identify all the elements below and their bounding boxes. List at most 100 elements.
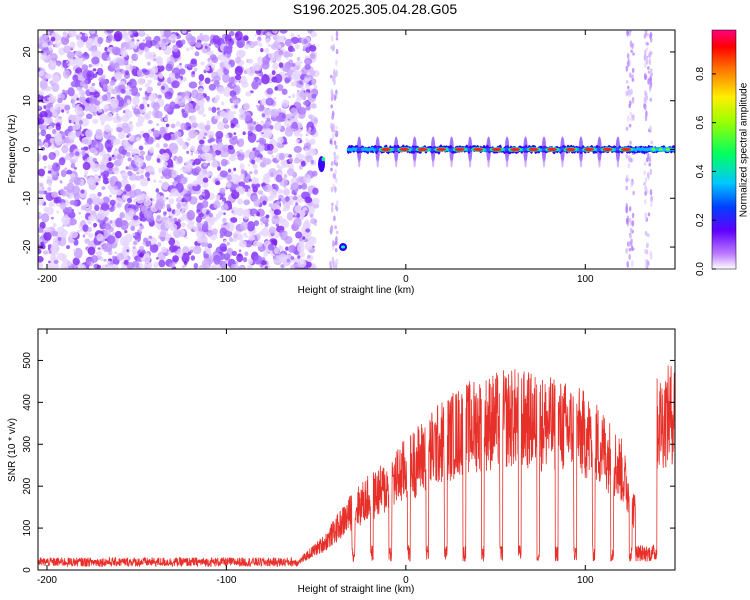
noise-blob (290, 42, 294, 46)
noise-streak (647, 66, 650, 70)
noise-blob (283, 37, 287, 41)
noise-blob (254, 149, 261, 158)
noise-blob (253, 41, 259, 46)
noise-blob (256, 73, 261, 77)
noise-streak (333, 262, 336, 268)
noise-blob (247, 264, 253, 269)
noise-blob (271, 154, 274, 159)
noise-blob (204, 77, 211, 84)
noise-blob (275, 200, 281, 206)
noise-streak (329, 265, 333, 269)
noise-blob (290, 256, 295, 260)
noise-blob (112, 58, 117, 64)
noise-blob (66, 60, 69, 64)
noise-blob (301, 154, 305, 159)
noise-blob (217, 86, 225, 95)
noise-streak (644, 114, 648, 122)
spectrogram-xtick-label: 0 (403, 274, 409, 285)
noise-blob (290, 33, 295, 38)
noise-blob (223, 239, 227, 243)
noise-blob (267, 243, 274, 251)
noise-blob (72, 74, 79, 82)
noise-blob (101, 186, 106, 191)
noise-streak (647, 70, 651, 74)
noise-blob (48, 260, 51, 264)
noise-blob (90, 255, 99, 263)
noise-blob (135, 194, 145, 204)
noise-blob (68, 87, 74, 92)
pulse-peak (491, 147, 502, 152)
noise-streak (335, 230, 339, 235)
noise-blob (106, 51, 110, 55)
noise-blob (308, 127, 312, 131)
noise-blob (41, 42, 49, 48)
noise-blob (103, 258, 107, 262)
noise-blob (95, 182, 99, 186)
pulse-lobe (393, 136, 399, 163)
noise-blob (273, 247, 280, 255)
noise-blob (125, 151, 131, 157)
noise-blob (144, 171, 151, 178)
noise-blob (120, 88, 126, 94)
noise-blob (233, 86, 239, 93)
noise-blob (285, 195, 290, 202)
noise-blob (83, 146, 89, 151)
noise-streak (649, 33, 652, 40)
spectrogram-xlabel: Height of straight line (km) (298, 285, 415, 296)
noise-blob (270, 108, 279, 118)
noise-blob (66, 206, 73, 214)
noise-blob (252, 62, 260, 71)
noise-blob (126, 135, 130, 139)
noise-blob (38, 261, 43, 269)
noise-blob (38, 168, 46, 177)
noise-blob (213, 75, 221, 82)
noise-blob (103, 243, 113, 253)
noise-blob (181, 30, 187, 34)
noise-blob (253, 79, 256, 83)
noise-blob (195, 215, 202, 223)
noise-blob (230, 123, 235, 129)
noise-blob (38, 154, 42, 161)
noise-blob (131, 88, 136, 92)
noise-blob (293, 130, 301, 137)
noise-blob (183, 193, 192, 202)
noise-blob (87, 176, 95, 186)
noise-blob (192, 162, 196, 166)
noise-blob (56, 210, 60, 214)
noise-blob (135, 55, 139, 58)
noise-blob (168, 198, 175, 205)
noise-blob (144, 46, 150, 53)
noise-blob (132, 95, 140, 106)
snr-axes: -200 -100 0 100 0 100 200 300 400 500 (22, 329, 675, 586)
noise-blob (209, 54, 217, 61)
noise-streak (336, 200, 339, 206)
noise-streak (650, 72, 653, 77)
noise-blob (304, 219, 310, 225)
noise-blob (242, 256, 248, 263)
pulse-peak (436, 147, 447, 152)
noise-streak (644, 49, 647, 56)
noise-blob (61, 215, 70, 226)
noise-streak (330, 186, 334, 193)
noise-blob (180, 201, 189, 212)
spectrogram-ylabel: Frequency (Hz) (7, 115, 18, 184)
noise-blob (273, 209, 282, 216)
noise-blob (104, 108, 108, 113)
noise-streak (333, 94, 337, 101)
noise-blob (219, 227, 228, 237)
noise-blob (87, 227, 93, 233)
noise-blob (300, 160, 306, 167)
noise-blob (140, 174, 144, 179)
pulse-lobe (597, 136, 602, 163)
noise-blob (181, 265, 185, 268)
noise-blob (112, 255, 116, 260)
noise-streak (648, 85, 652, 92)
noise-blob (294, 263, 298, 268)
noise-blob (89, 30, 96, 35)
noise-blob (158, 259, 166, 268)
noise-blob (208, 43, 212, 47)
noise-blob (275, 115, 283, 123)
noise-blob (97, 36, 104, 45)
noise-blob (50, 216, 55, 220)
noise-blob (204, 124, 211, 131)
